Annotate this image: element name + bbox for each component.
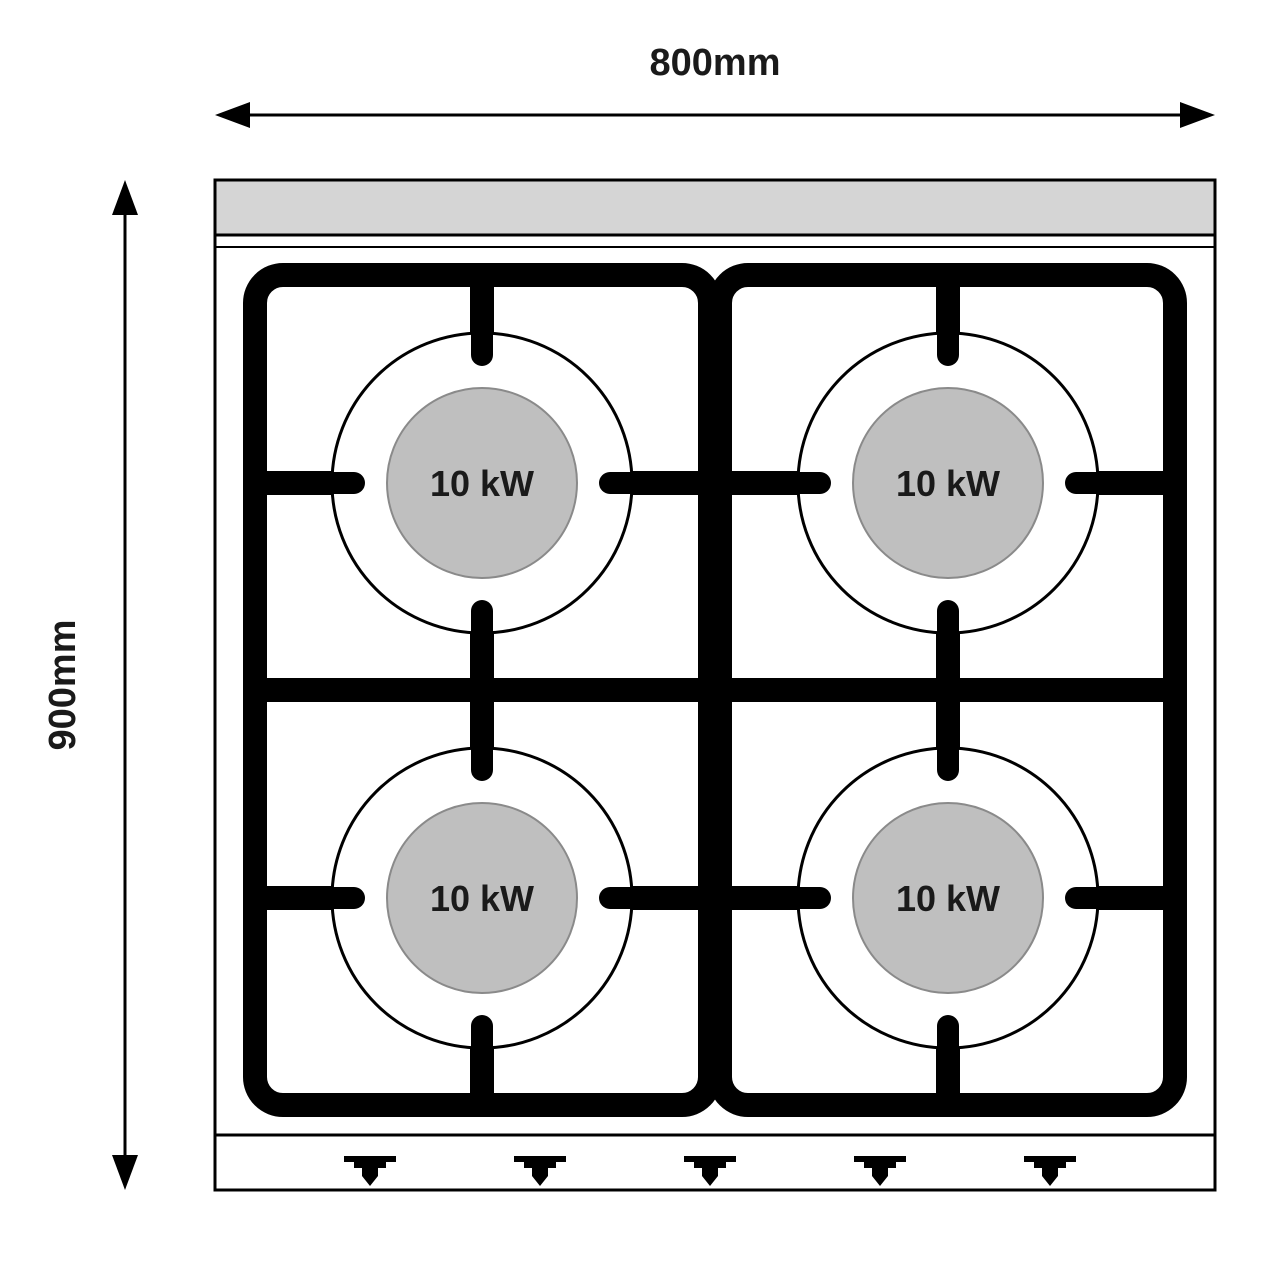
burner-label: 10 kW xyxy=(896,463,1000,504)
burner-label: 10 kW xyxy=(430,878,534,919)
height-label: 900mm xyxy=(42,620,84,751)
width-dimension: 800mm xyxy=(215,42,1215,128)
height-dimension: 900mm xyxy=(42,180,138,1190)
burner-label: 10 kW xyxy=(430,463,534,504)
burner-label: 10 kW xyxy=(896,878,1000,919)
cooktop-diagram: 800mm 900mm 10 kW 10 kW 10 kW 10 kW xyxy=(0,0,1280,1280)
width-label: 800mm xyxy=(650,42,781,84)
